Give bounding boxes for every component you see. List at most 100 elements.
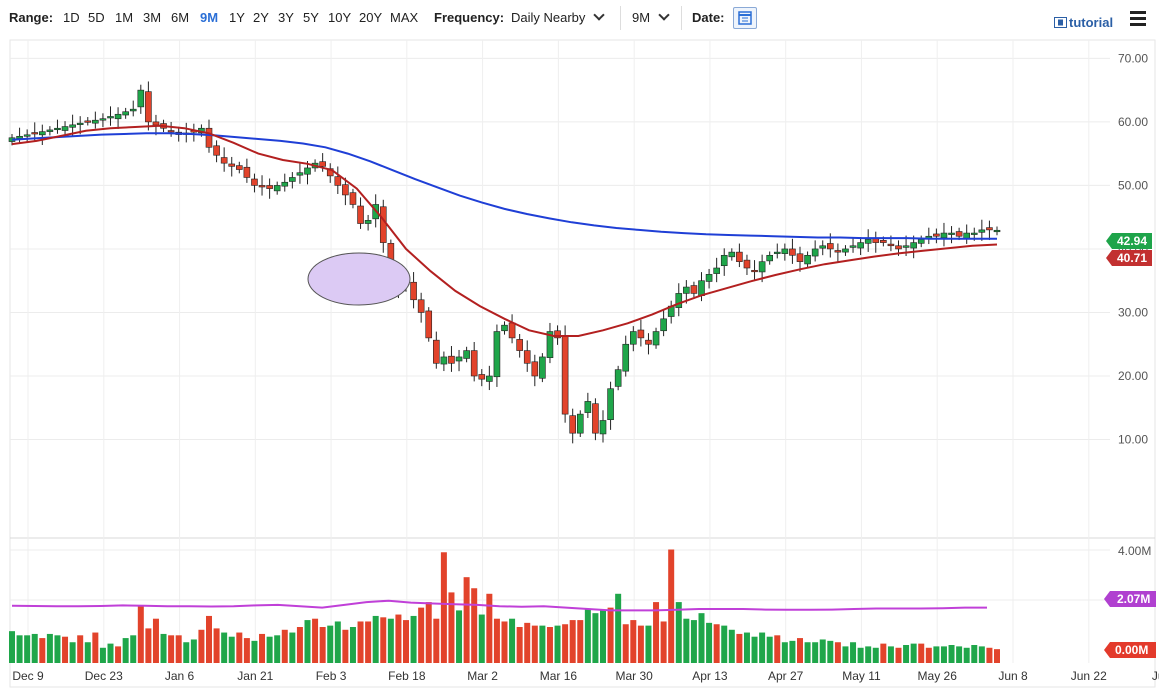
candle-up (54, 127, 61, 131)
frequency-value: Daily Nearby (511, 10, 586, 25)
volume-bars (9, 549, 1000, 663)
period-dropdown[interactable]: 9M (632, 9, 670, 25)
volume-bar (653, 602, 660, 663)
range-5y[interactable]: 5Y (303, 10, 319, 25)
candle-down (145, 91, 152, 123)
tutorial-link[interactable]: tutorial (1054, 15, 1113, 30)
range-1m[interactable]: 1M (115, 10, 134, 25)
candle-down (205, 127, 213, 148)
candle-down (561, 335, 569, 415)
volume-bar (781, 642, 788, 663)
candle-up (993, 229, 1001, 233)
x-tick-label: Jun 22 (1071, 669, 1107, 683)
volume-bar (99, 647, 106, 663)
volume-bar (403, 620, 409, 663)
volume-bar (236, 632, 243, 663)
candle-up (281, 181, 289, 187)
candle-up (364, 220, 372, 224)
candle-down (357, 205, 364, 224)
volume-bar (630, 620, 637, 663)
range-10y[interactable]: 10Y (328, 10, 352, 25)
volume-bar (168, 635, 175, 663)
volume-bar (395, 614, 402, 663)
range-2y[interactable]: 2Y (253, 10, 269, 25)
candle-down (751, 269, 758, 273)
volume-average-line (11, 599, 987, 612)
candle-down (834, 250, 842, 253)
candle-down (872, 238, 880, 243)
volume-bar (994, 649, 1000, 663)
candle-up (857, 242, 864, 249)
candle-down (243, 166, 251, 178)
x-tick-label: May 26 (918, 669, 958, 683)
volume-bar (486, 593, 493, 663)
volume-bar (69, 642, 76, 663)
volume-bar (501, 621, 508, 663)
range-6m[interactable]: 6M (171, 10, 190, 25)
candle-up (501, 324, 508, 332)
volume-bar (304, 620, 311, 663)
volume-bar (62, 636, 69, 663)
candle-up (652, 331, 660, 346)
range-3y[interactable]: 3Y (278, 10, 294, 25)
y-tick-label: 70.00 (1118, 51, 1148, 65)
volume-bar (524, 622, 531, 663)
range-max[interactable]: MAX (390, 10, 419, 25)
candle-down (827, 243, 834, 250)
candle-up (849, 245, 857, 248)
range-9m[interactable]: 9M (200, 10, 219, 25)
volume-bar (213, 628, 220, 663)
candle-down (933, 233, 940, 237)
candle-down (266, 185, 273, 189)
range-3m[interactable]: 3M (143, 10, 162, 25)
volume-bar (410, 615, 417, 663)
ma-last-label: 40.71 (1117, 251, 1147, 265)
volume-bar (289, 632, 296, 663)
volume-bar (259, 633, 266, 663)
volume-bar (471, 588, 478, 663)
candle-up (758, 261, 766, 273)
volume-bar (463, 577, 470, 663)
volume-bar (562, 624, 569, 663)
volume-bar (31, 633, 38, 663)
volume-bar (797, 638, 803, 663)
range-20y[interactable]: 20Y (359, 10, 383, 25)
candle-up (781, 248, 789, 254)
volume-bar (425, 602, 432, 663)
candle-up (819, 245, 827, 249)
volume-bar (243, 638, 250, 663)
candle-down (220, 157, 228, 164)
moving-average-short-line (11, 124, 998, 337)
volume-bar (546, 627, 553, 663)
range-1y[interactable]: 1Y (229, 10, 245, 25)
toolbar-divider (620, 6, 621, 30)
volume-bar (607, 607, 614, 663)
candle-up (440, 356, 448, 365)
calendar-button[interactable] (733, 7, 757, 29)
candle-down (955, 231, 963, 237)
candle-up (273, 185, 281, 192)
candle-down (743, 259, 751, 269)
range-1d[interactable]: 1D (63, 10, 80, 25)
candle-down (796, 253, 804, 262)
candle-up (614, 369, 622, 387)
volume-bar (16, 635, 23, 663)
volume-bar (448, 592, 455, 663)
candle-up (539, 356, 546, 379)
volume-bar (668, 549, 675, 663)
hamburger-menu-icon[interactable] (1130, 11, 1146, 29)
candle-up (46, 129, 54, 132)
volume-bar (54, 635, 61, 663)
volume-bar (433, 618, 440, 663)
frequency-dropdown[interactable]: Daily Nearby (511, 9, 606, 25)
volume-bar (766, 636, 773, 663)
candle-down (736, 251, 743, 262)
volume-bar (274, 635, 281, 663)
range-5d[interactable]: 5D (88, 10, 105, 25)
x-tick-label: Mar 30 (615, 669, 653, 683)
volume-bar (440, 552, 447, 663)
volume-bar (872, 647, 879, 663)
candle-down (470, 350, 478, 377)
volume-bar (266, 636, 273, 663)
volume-bar (122, 638, 129, 663)
